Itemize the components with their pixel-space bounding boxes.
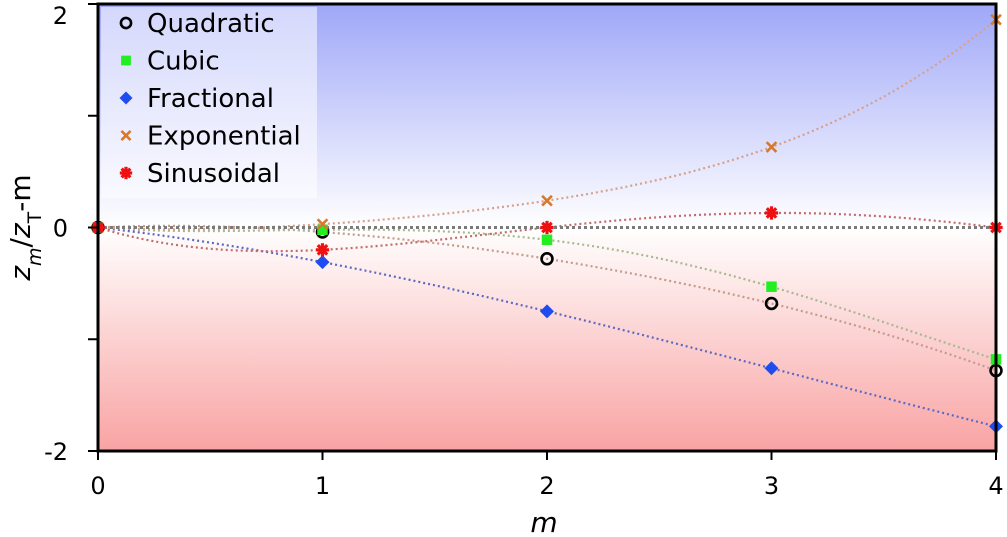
legend-marker-quadratic <box>119 16 133 30</box>
legend-marker-fractional <box>119 91 133 105</box>
data-point-fractional <box>540 304 554 319</box>
x-axis: 0 1 2 3 4 <box>90 451 1004 500</box>
legend-label: Sinusoidal <box>147 159 280 189</box>
data-point-cubic <box>317 224 328 235</box>
legend-item-fractional: Fractional <box>119 84 274 114</box>
legend-marker-sinusoidal <box>119 166 133 180</box>
legend-item-exponential: Exponential <box>120 122 301 152</box>
legend-item-sinusoidal: Sinusoidal <box>119 159 280 189</box>
x-tick-label: 4 <box>988 472 1003 500</box>
legend-label: Cubic <box>147 47 220 77</box>
data-point-quadratic <box>540 252 554 266</box>
data-point-exponential <box>541 194 553 207</box>
data-point-fractional <box>315 255 330 270</box>
y-tick-label: -2 <box>44 438 68 466</box>
x-tick-label: 2 <box>539 472 554 500</box>
data-point-sinusoidal <box>315 243 330 257</box>
x-tick-label: 3 <box>764 472 779 500</box>
legend-label: Fractional <box>147 84 274 114</box>
y-tick-label: 0 <box>53 215 68 243</box>
fit-curve-sinusoidal <box>98 211 996 253</box>
y-axis: -2 0 2 <box>44 2 98 466</box>
data-point-cubic <box>766 281 777 292</box>
y-tick-label: 2 <box>53 2 68 30</box>
y-axis-label: zm/zT-m <box>4 174 46 281</box>
data-point-sinusoidal <box>540 220 554 235</box>
x-tick-label: 0 <box>90 472 105 500</box>
data-point-sinusoidal <box>764 206 779 220</box>
legend-item-cubic: Cubic <box>121 47 220 77</box>
legend-marker-cubic <box>121 55 131 66</box>
fit-curve-fractional <box>98 226 996 428</box>
legend: Quadratic Cubic Fractional Exponential Sinus… <box>101 7 317 199</box>
data-point-cubic <box>541 234 553 246</box>
data-point-fractional <box>764 361 779 376</box>
x-axis-label: m <box>530 506 557 537</box>
x-tick-label: 1 <box>315 472 330 500</box>
data-point-quadratic <box>764 296 779 311</box>
data-point-exponential <box>316 218 329 230</box>
legend-marker-exponential <box>120 130 132 141</box>
legend-label: Exponential <box>147 122 301 152</box>
legend-label: Quadratic <box>147 9 275 39</box>
legend-item-quadratic: Quadratic <box>119 9 275 39</box>
data-point-exponential <box>765 141 778 153</box>
fit-curve-quadratic <box>98 224 996 372</box>
